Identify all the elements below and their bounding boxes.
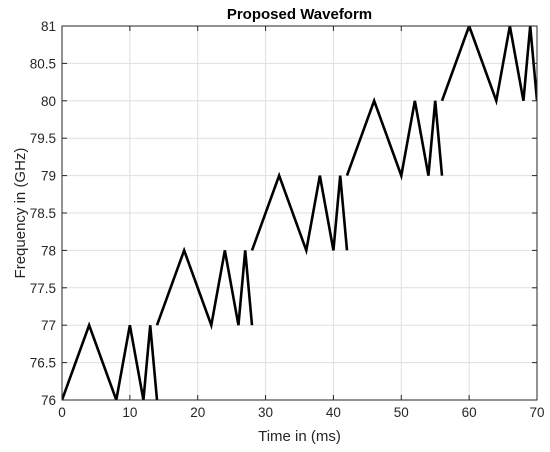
- y-tick-label: 78: [41, 243, 56, 258]
- y-tick-label: 81: [41, 19, 56, 34]
- x-tick-label: 30: [258, 405, 273, 420]
- x-tick-label: 20: [190, 405, 205, 420]
- x-tick-label: 10: [122, 405, 137, 420]
- x-tick-label: 70: [529, 405, 544, 420]
- chart-title: Proposed Waveform: [227, 6, 372, 23]
- x-tick-label: 50: [394, 405, 409, 420]
- x-tick-label: 60: [462, 405, 477, 420]
- waveform-segment: [62, 321, 159, 400]
- waveform-segment: [155, 246, 254, 331]
- waveform-segment: [345, 96, 444, 181]
- x-tick-label: 40: [326, 405, 341, 420]
- waveform-segment: [250, 171, 349, 256]
- y-tick-label: 76: [41, 393, 56, 408]
- plot-area: [62, 26, 537, 400]
- grid: [61, 25, 538, 401]
- x-axis-label: Time in (ms): [258, 428, 341, 445]
- y-tick-label: 79: [41, 169, 56, 184]
- axis-ticks: 0 10 20 30 40 50 60 70 76 76.5 77 77.5 78 78.5 79 79.5 8…: [30, 19, 545, 420]
- y-tick-label: 77: [41, 318, 56, 333]
- y-tick-label: 80: [41, 94, 56, 109]
- y-tick-label: 77.5: [30, 281, 56, 296]
- y-tick-label: 78.5: [30, 206, 56, 221]
- y-tick-label: 80.5: [30, 56, 56, 71]
- y-axis-label: Frequency in (GHz): [12, 148, 29, 279]
- y-tick-label: 76.5: [30, 356, 56, 371]
- y-tick-label: 79.5: [30, 131, 56, 146]
- x-tick-label: 0: [58, 405, 66, 420]
